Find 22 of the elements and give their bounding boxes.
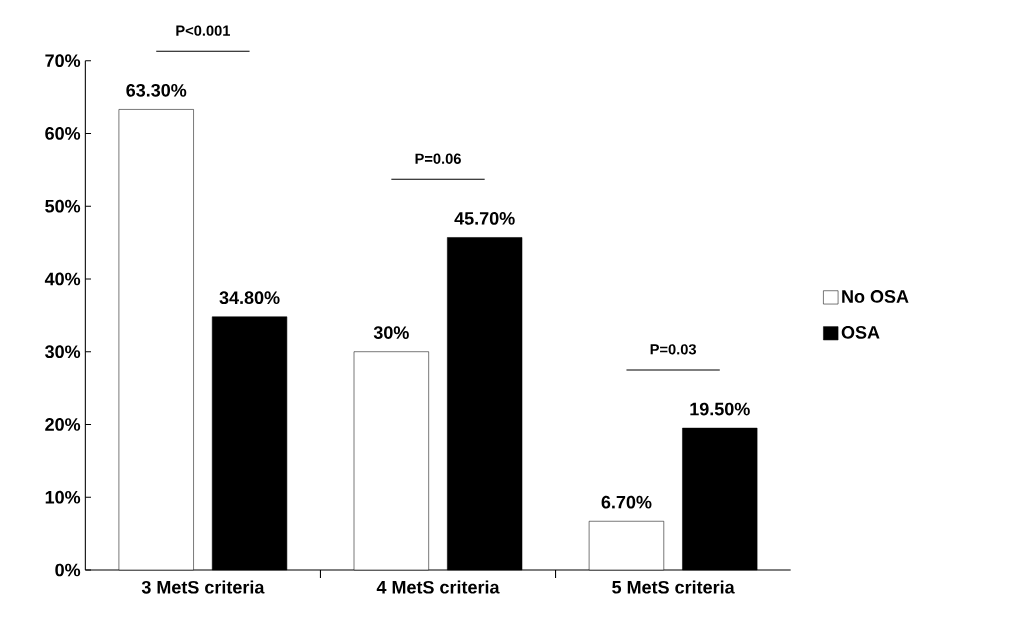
annotation: P=0.03 bbox=[650, 344, 697, 355]
x-tick-label: 3 MetS criteria bbox=[141, 580, 265, 594]
y-tick-label: 40% bbox=[44, 272, 81, 286]
annotation: P=0.06 bbox=[415, 153, 461, 164]
text: P<0.001 bbox=[176, 25, 230, 36]
y-tick-label: 30% bbox=[45, 345, 81, 359]
data-label: 34.80% bbox=[219, 291, 280, 305]
y-tick-label: 60% bbox=[45, 127, 81, 140]
data-label: 6.70% bbox=[601, 495, 652, 509]
data-label: 63.30% bbox=[126, 83, 187, 97]
legend-label: OSA bbox=[841, 326, 880, 339]
data-label: 45.70% bbox=[454, 212, 515, 225]
y-tick-label: 0% bbox=[55, 563, 81, 577]
data-label: 19.50% bbox=[690, 402, 750, 416]
y-tick-label: 70% bbox=[45, 54, 81, 68]
y-tick-label: 20% bbox=[45, 418, 81, 431]
y-tick-label: 50% bbox=[45, 199, 81, 213]
data-label: 30% bbox=[373, 326, 409, 340]
x-tick-label: 5 MetS criteria bbox=[612, 580, 735, 594]
legend-label: No OSA bbox=[842, 290, 909, 303]
x-tick-label: 4 MetS criteria bbox=[376, 580, 500, 594]
y-tick-label: 10% bbox=[45, 490, 81, 504]
